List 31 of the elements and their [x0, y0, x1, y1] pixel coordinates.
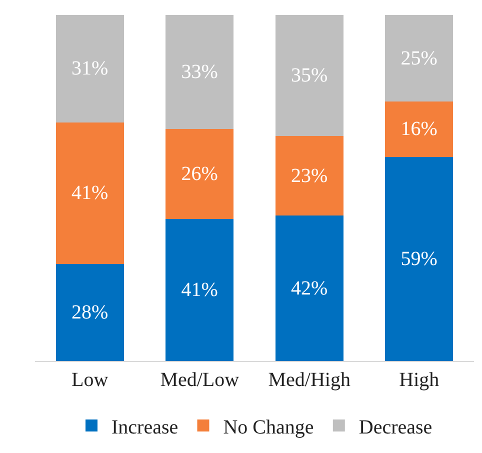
x-tick-label: Med/High [268, 369, 350, 391]
bar [166, 129, 234, 220]
data-label: 31% [72, 58, 108, 80]
bar [56, 264, 124, 361]
bar [275, 216, 344, 361]
bar [56, 15, 124, 122]
data-label: 35% [291, 64, 328, 87]
x-tick-label: Med/Low [160, 369, 240, 391]
bar [385, 15, 454, 102]
data-label: 41% [72, 182, 108, 204]
data-label: 23% [291, 164, 328, 187]
data-label: 41% [181, 279, 218, 302]
data-label: 42% [291, 277, 328, 300]
bar [275, 15, 344, 136]
x-tick-label: Low [72, 369, 109, 391]
data-label: 16% [400, 118, 438, 140]
bar [56, 122, 124, 264]
bar [275, 136, 344, 216]
bar [166, 15, 234, 130]
bar [385, 156, 454, 361]
legend-label: Decrease [358, 416, 432, 438]
data-label: 33% [181, 61, 218, 84]
data-label: 25% [400, 47, 438, 70]
data-label: 59% [400, 248, 438, 270]
data-label: 26% [181, 163, 218, 186]
x-tick-label: High [399, 369, 440, 391]
data-label: 28% [72, 302, 108, 324]
legend-label: No Change [223, 416, 314, 438]
legend-label: Increase [112, 416, 178, 438]
bar [166, 219, 234, 361]
bar [385, 102, 454, 157]
